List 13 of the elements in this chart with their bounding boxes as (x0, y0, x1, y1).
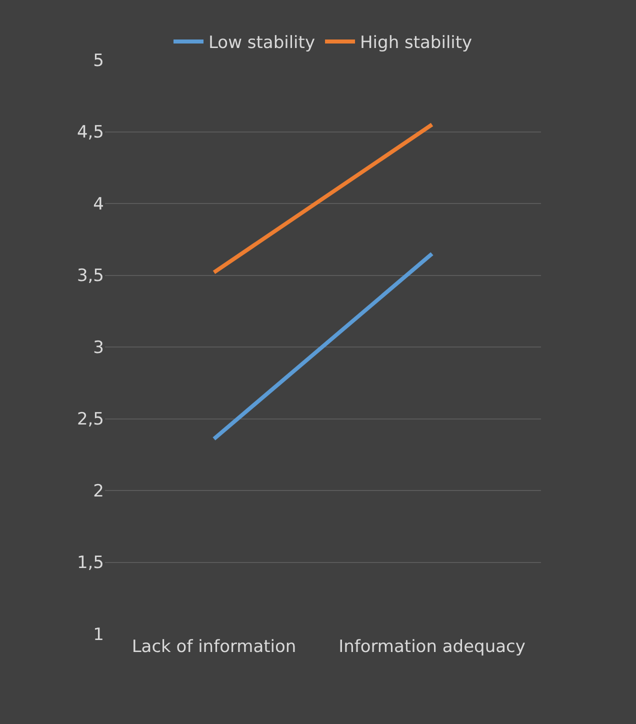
x-tick-label: Lack of information (132, 637, 296, 657)
y-tick-label: 1 (93, 624, 104, 645)
y-tick-label: 1,5 (76, 553, 104, 574)
y-tick-label: 5 (93, 50, 104, 71)
legend-label: High stability (360, 33, 472, 54)
y-tick-label: 3,5 (76, 266, 104, 286)
y-tick-label: 2 (93, 481, 104, 502)
y-tick-label: 2,5 (76, 410, 104, 430)
y-tick-label: 4,5 (76, 122, 104, 143)
legend-label: Low stability (208, 33, 316, 54)
y-tick-label: 3 (93, 338, 104, 358)
y-tick-label: 4 (93, 194, 104, 214)
x-tick-label: Information adequacy (338, 637, 526, 657)
